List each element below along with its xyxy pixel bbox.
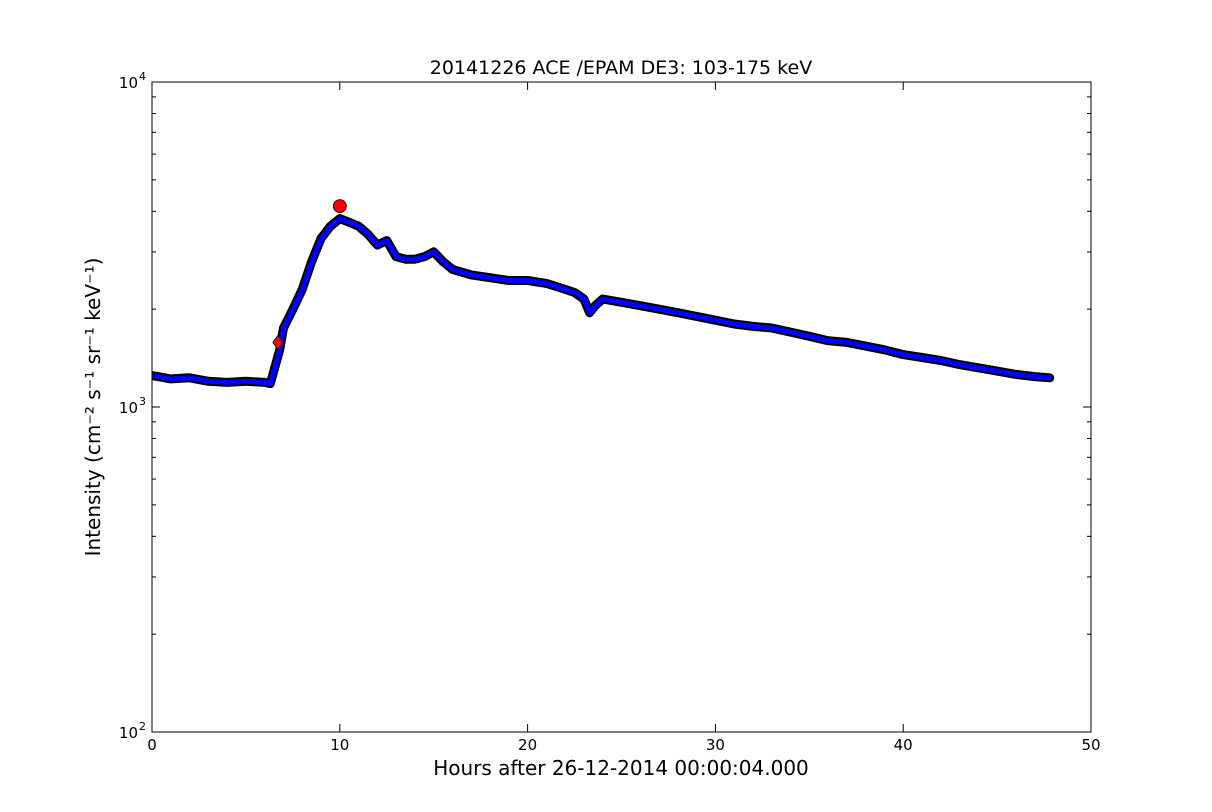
plot-area — [151, 81, 1092, 733]
marker-layer — [272, 199, 347, 351]
x-tick-label: 30 — [706, 736, 725, 754]
y-tick-label-exponent: 4 — [139, 70, 146, 83]
x-tick-label: 40 — [894, 736, 913, 754]
y-axis-label: Intensity (cm⁻² s⁻¹ sr⁻¹ keV⁻¹) — [81, 258, 105, 557]
x-tick-label: 10 — [330, 736, 349, 754]
tick-layer — [151, 81, 1092, 733]
onset-marker — [272, 334, 284, 351]
y-tick-label-exponent: 2 — [139, 720, 146, 733]
series-line-smoothed — [152, 216, 1053, 387]
y-tick-label: 10 — [119, 399, 138, 417]
y-tick-label: 10 — [119, 724, 138, 742]
y-tick-label-exponent: 3 — [139, 395, 146, 408]
chart-title: 20141226 ACE /EPAM DE3: 103-175 keV — [430, 57, 812, 79]
y-tick-label: 10 — [119, 74, 138, 92]
x-tick-labels: 0 10 20 30 40 50 — [147, 736, 1100, 754]
x-tick-label: 20 — [518, 736, 537, 754]
x-axis-label: Hours after 26-12-2014 00:00:04.000 — [433, 756, 809, 780]
x-tick-label: 0 — [147, 736, 157, 754]
series-layer — [152, 214, 1055, 389]
x-tick-label: 50 — [1081, 736, 1100, 754]
peak-marker — [332, 199, 347, 214]
